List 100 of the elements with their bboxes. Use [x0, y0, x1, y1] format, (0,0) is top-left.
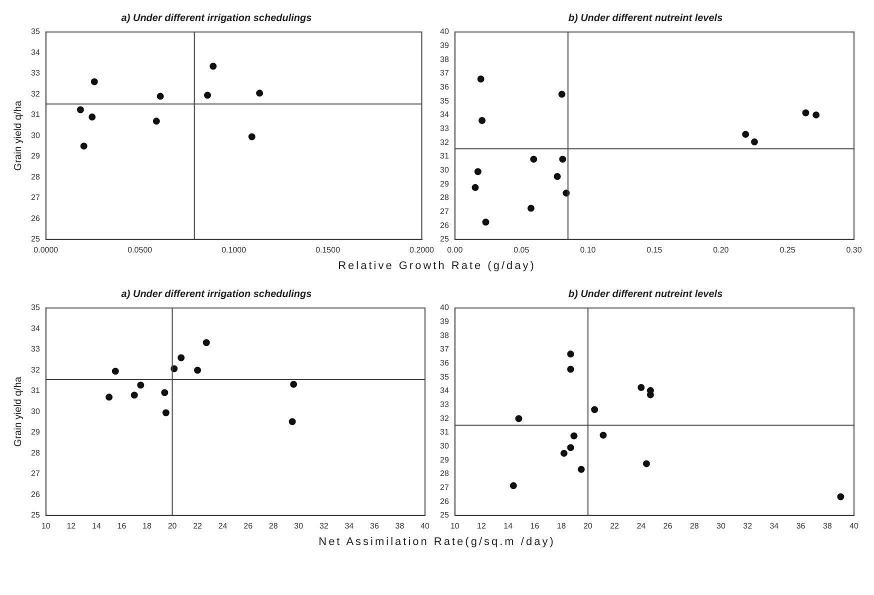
point	[202, 339, 210, 346]
point	[472, 184, 479, 192]
y-tick-label: 33	[30, 68, 40, 78]
y-tick-label: 33	[440, 124, 450, 133]
y-tick-label: 35	[30, 27, 40, 36]
point	[76, 106, 84, 114]
point	[554, 172, 561, 180]
y-tick-label: 26	[30, 490, 40, 499]
point	[156, 92, 164, 100]
point	[591, 406, 598, 414]
point	[162, 409, 170, 416]
y-tick-label: 25	[30, 234, 40, 244]
x-tick-label: 10	[450, 521, 460, 530]
y-tick-label: 27	[30, 193, 40, 202]
point	[256, 90, 264, 97]
y-tick-label: 30	[30, 406, 40, 416]
y-tick-label: 35	[440, 96, 450, 106]
y-tick-label: 32	[30, 89, 40, 98]
y-tick-label: 34	[440, 386, 450, 396]
x-tick-label: 20	[583, 521, 593, 530]
x-tick-label: 0.0000	[34, 245, 59, 254]
x-tick-label: 40	[850, 521, 859, 530]
x-tick-label: 28	[268, 521, 278, 530]
y-tick-label: 30	[440, 165, 450, 174]
point	[194, 366, 202, 374]
x-tick-label: 30	[294, 521, 304, 530]
y-tick-label: 36	[440, 358, 450, 368]
point	[530, 156, 538, 163]
point	[642, 460, 650, 468]
point	[600, 432, 607, 439]
point	[578, 466, 585, 473]
point	[638, 384, 645, 392]
x-tick-label: 38	[822, 521, 832, 530]
point	[178, 354, 185, 362]
point	[290, 380, 298, 388]
x-tick-label: 20	[168, 521, 178, 530]
x-tick-label: 0.15	[646, 245, 663, 254]
point	[210, 62, 217, 70]
point	[482, 218, 490, 226]
y-tick-label: 33	[440, 400, 450, 409]
x-tick-label: 0.1500	[316, 245, 341, 254]
x-tick-label: 0.30	[846, 245, 862, 254]
y-tick-label: 37	[440, 68, 450, 78]
point	[112, 368, 119, 375]
y-tick-label: 26	[440, 220, 450, 230]
chart-title: b) Under different nutreint levels	[568, 12, 724, 24]
x-tick-label: 0.1000	[222, 245, 247, 254]
x-tick-label: 18	[142, 521, 152, 530]
x-tick-label: 36	[370, 521, 380, 530]
y-tick-label: 25	[30, 510, 40, 520]
x-axis-title: Net Assimilation Rate(g/sq.m /day)	[318, 536, 556, 548]
y-tick-label: 37	[440, 344, 450, 354]
point	[812, 111, 820, 118]
y-tick-label: 29	[30, 152, 40, 161]
point	[510, 482, 517, 490]
y-tick-label: 34	[30, 324, 40, 333]
x-tick-label: 32	[319, 521, 329, 530]
x-tick-label: 0.10	[580, 245, 596, 254]
x-tick-label: 0.25	[780, 245, 796, 254]
x-tick-label: 10	[41, 521, 51, 530]
point	[477, 76, 484, 83]
y-tick-label: 30	[440, 441, 450, 450]
y-tick-label: 34	[30, 48, 40, 57]
x-tick-label: 0.0500	[128, 245, 153, 254]
x-tick-label: 40	[420, 521, 430, 530]
point	[527, 204, 534, 212]
y-tick-label: 39	[440, 41, 450, 50]
y-tick-label: 27	[440, 206, 450, 216]
y-tick-label: 34	[440, 110, 450, 120]
y-tick-label: 26	[30, 214, 40, 223]
x-tick-label: 28	[690, 521, 700, 530]
x-tick-label: 16	[117, 521, 127, 530]
y-tick-label: 36	[440, 82, 450, 92]
y-axis-title: Grain yield q/ha	[12, 100, 24, 171]
point	[560, 450, 568, 457]
x-tick-label: 0.00	[447, 245, 464, 254]
x-tick-label: 14	[92, 521, 102, 530]
y-tick-label: 25	[440, 510, 450, 520]
x-axis-title: Relative Growth Rate (g/day)	[337, 260, 537, 272]
x-tick-label: 32	[743, 521, 753, 530]
point	[130, 392, 138, 399]
chart-title: a) Under different irrigation schedulings	[121, 288, 312, 300]
x-tick-label: 24	[636, 521, 646, 530]
point	[478, 116, 486, 124]
y-tick-label: 27	[440, 482, 450, 492]
y-axis-title: Grain yield q/ha	[12, 376, 24, 447]
point	[88, 114, 96, 121]
point	[204, 92, 212, 99]
x-tick-label: 22	[193, 521, 203, 530]
point	[802, 109, 810, 116]
y-tick-label: 30	[30, 130, 40, 140]
y-tick-label: 35	[440, 372, 450, 382]
y-tick-label: 27	[30, 469, 40, 478]
y-tick-label: 29	[440, 179, 450, 188]
point	[567, 444, 574, 452]
point	[106, 394, 113, 401]
x-tick-label: 0.05	[514, 245, 530, 254]
x-tick-label: 24	[218, 521, 228, 530]
point	[570, 432, 578, 440]
y-tick-label: 28	[30, 172, 40, 182]
